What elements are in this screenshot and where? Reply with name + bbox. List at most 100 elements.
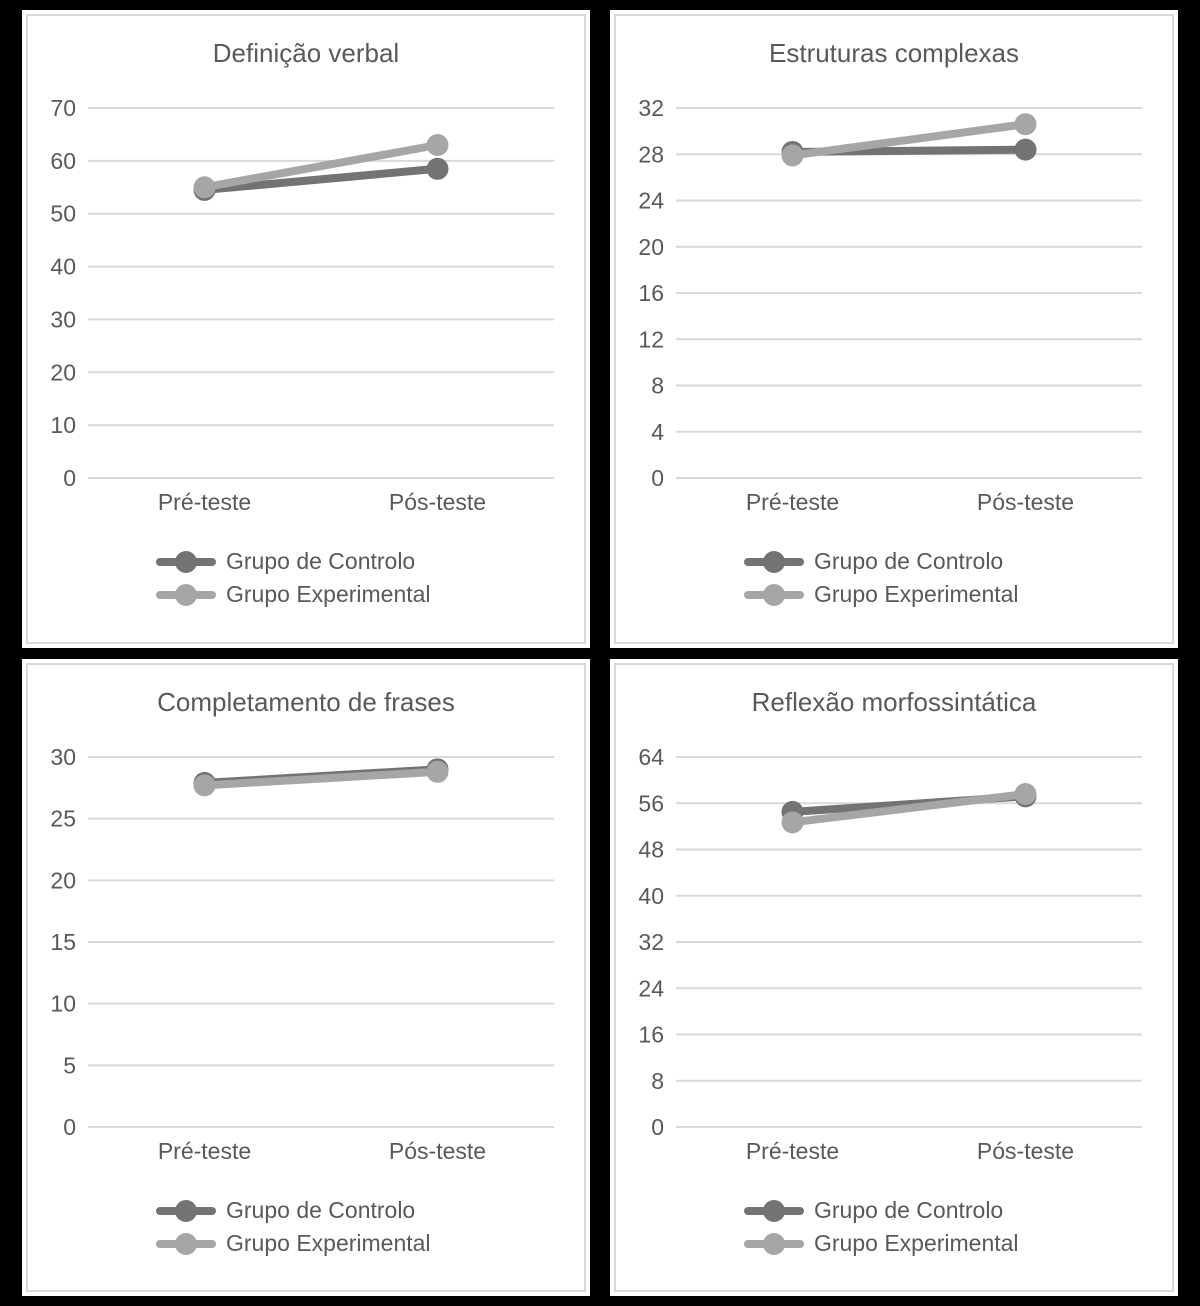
chart-title: Definição verbal (212, 38, 400, 68)
chart-title: Reflexão morfossintática (751, 687, 1037, 717)
data-point-marker (1014, 138, 1037, 161)
legend-label: Grupo de Controlo (226, 548, 416, 574)
line-chart-completamento-de-frases: 0 5 10 15 20 25 30 Pré-teste Pós-teste (50, 744, 554, 1164)
y-tick-label: 8 (651, 373, 664, 399)
y-tick-label: 20 (638, 234, 664, 260)
legend-item-grupo-de-controlo: Grupo de Controlo (744, 1197, 1044, 1224)
y-tick-label: 0 (651, 465, 664, 491)
line-chart-reflexao-morfossintatica: 0 8 16 24 32 40 48 56 64 Pré-teste Pós-teste (638, 744, 1142, 1164)
y-tick-label: 25 (50, 806, 76, 832)
data-point-marker (426, 760, 449, 783)
y-tick-label: 12 (638, 326, 664, 352)
data-point-marker (193, 176, 216, 199)
line-marker-icon (744, 1199, 804, 1222)
x-category-label: Pós-teste (977, 489, 1074, 515)
line-marker-icon (156, 550, 216, 573)
y-tick-label: 32 (638, 929, 664, 955)
y-tick-label: 64 (638, 744, 664, 770)
line-marker-icon (744, 1232, 804, 1255)
y-tick-label: 0 (63, 1114, 76, 1140)
line-marker-icon (744, 583, 804, 606)
x-category-label: Pré-teste (158, 1138, 251, 1164)
chart-panel-estruturas-complexas: Estruturas complexas 0 4 8 12 16 20 24 28 32 Pré-… (610, 10, 1178, 648)
series-line (788, 790, 1030, 827)
circle-marker-icon (763, 583, 785, 606)
series-line (200, 767, 442, 790)
data-point-marker (781, 811, 804, 834)
x-category-label: Pré-teste (158, 489, 251, 515)
legend-label: Grupo Experimental (226, 581, 431, 607)
data-point-marker (426, 134, 449, 156)
legend-item-grupo-experimental: Grupo Experimental (744, 581, 1044, 608)
chart-legend: Grupo de Controlo Grupo Experimental (28, 1197, 584, 1257)
chart-frame: Reflexão morfossintática 0 8 16 24 32 40 48 56 6… (614, 663, 1174, 1292)
circle-marker-icon (175, 550, 197, 573)
circle-marker-icon (175, 1232, 197, 1255)
y-tick-label: 4 (651, 419, 664, 445)
y-tick-label: 10 (50, 991, 76, 1017)
legend-label: Grupo Experimental (226, 1230, 431, 1256)
legend-label: Grupo de Controlo (814, 548, 1004, 574)
y-tick-label: 70 (50, 95, 76, 121)
data-point-marker (781, 144, 804, 167)
y-tick-label: 50 (50, 201, 76, 227)
chart-panel-completamento-de-frases: Completamento de frases 0 5 10 15 20 25 30 Pré-… (22, 659, 590, 1296)
chart-frame: Estruturas complexas 0 4 8 12 16 20 24 28 32 Pré-… (614, 14, 1174, 644)
legend-label: Grupo de Controlo (814, 1197, 1004, 1223)
series-line (200, 164, 442, 194)
line-marker-icon (744, 550, 804, 573)
circle-marker-icon (763, 1232, 785, 1255)
y-tick-label: 5 (63, 1052, 76, 1078)
y-tick-label: 32 (638, 95, 664, 121)
y-tick-label: 28 (638, 141, 664, 167)
line-marker-icon (156, 1199, 216, 1222)
chart-legend: Grupo de Controlo Grupo Experimental (616, 548, 1172, 608)
y-tick-label: 48 (638, 837, 664, 863)
y-tick-label: 10 (50, 412, 76, 438)
circle-marker-icon (175, 1199, 197, 1222)
y-tick-label: 15 (50, 929, 76, 955)
line-chart-definicao-verbal: 0 10 20 30 40 50 60 70 Pré-teste Pós-teste (50, 95, 554, 515)
line-marker-icon (156, 1232, 216, 1255)
circle-marker-icon (175, 583, 197, 606)
x-category-label: Pós-teste (977, 1138, 1074, 1164)
y-tick-label: 40 (50, 254, 76, 280)
y-tick-label: 0 (651, 1114, 664, 1140)
series-line (788, 120, 1030, 160)
legend-label: Grupo Experimental (814, 1230, 1019, 1256)
legend-item-grupo-de-controlo: Grupo de Controlo (156, 548, 456, 575)
x-category-label: Pré-teste (746, 489, 839, 515)
y-tick-label: 8 (651, 1068, 664, 1094)
chart-panel-reflexao-morfossintatica: Reflexão morfossintática 0 8 16 24 32 40 48 56 6… (610, 659, 1178, 1296)
legend-item-grupo-de-controlo: Grupo de Controlo (156, 1197, 456, 1224)
chart-panel-definicao-verbal: Definição verbal 0 10 20 30 40 50 60 70 Pré-test… (22, 10, 590, 648)
x-category-label: Pós-teste (389, 489, 486, 515)
data-point-marker (1014, 783, 1037, 805)
legend-item-grupo-de-controlo: Grupo de Controlo (744, 548, 1044, 575)
y-tick-label: 40 (638, 883, 664, 909)
y-tick-label: 30 (50, 744, 76, 770)
chart-frame: Completamento de frases 0 5 10 15 20 25 30 Pré-… (26, 663, 586, 1292)
data-point-marker (1014, 113, 1037, 136)
y-tick-label: 24 (638, 975, 664, 1001)
data-point-marker (426, 157, 449, 180)
chart-frame: Definição verbal 0 10 20 30 40 50 60 70 Pré-test… (26, 14, 586, 644)
series-line (200, 141, 442, 192)
data-point-marker (193, 774, 216, 797)
circle-marker-icon (763, 550, 785, 573)
y-tick-label: 24 (638, 188, 664, 214)
line-marker-icon (156, 583, 216, 606)
x-category-label: Pós-teste (389, 1138, 486, 1164)
y-tick-label: 20 (50, 867, 76, 893)
y-tick-label: 0 (63, 465, 76, 491)
y-tick-label: 16 (638, 1022, 664, 1048)
chart-legend: Grupo de Controlo Grupo Experimental (616, 1197, 1172, 1257)
y-tick-label: 20 (50, 359, 76, 385)
line-chart-estruturas-complexas: 0 4 8 12 16 20 24 28 32 Pré-teste Pós-teste (638, 95, 1142, 515)
chart-title: Estruturas complexas (769, 38, 1019, 68)
y-tick-label: 16 (638, 280, 664, 306)
legend-item-grupo-experimental: Grupo Experimental (744, 1230, 1044, 1257)
legend-label: Grupo de Controlo (226, 1197, 416, 1223)
legend-item-grupo-experimental: Grupo Experimental (156, 1230, 456, 1257)
